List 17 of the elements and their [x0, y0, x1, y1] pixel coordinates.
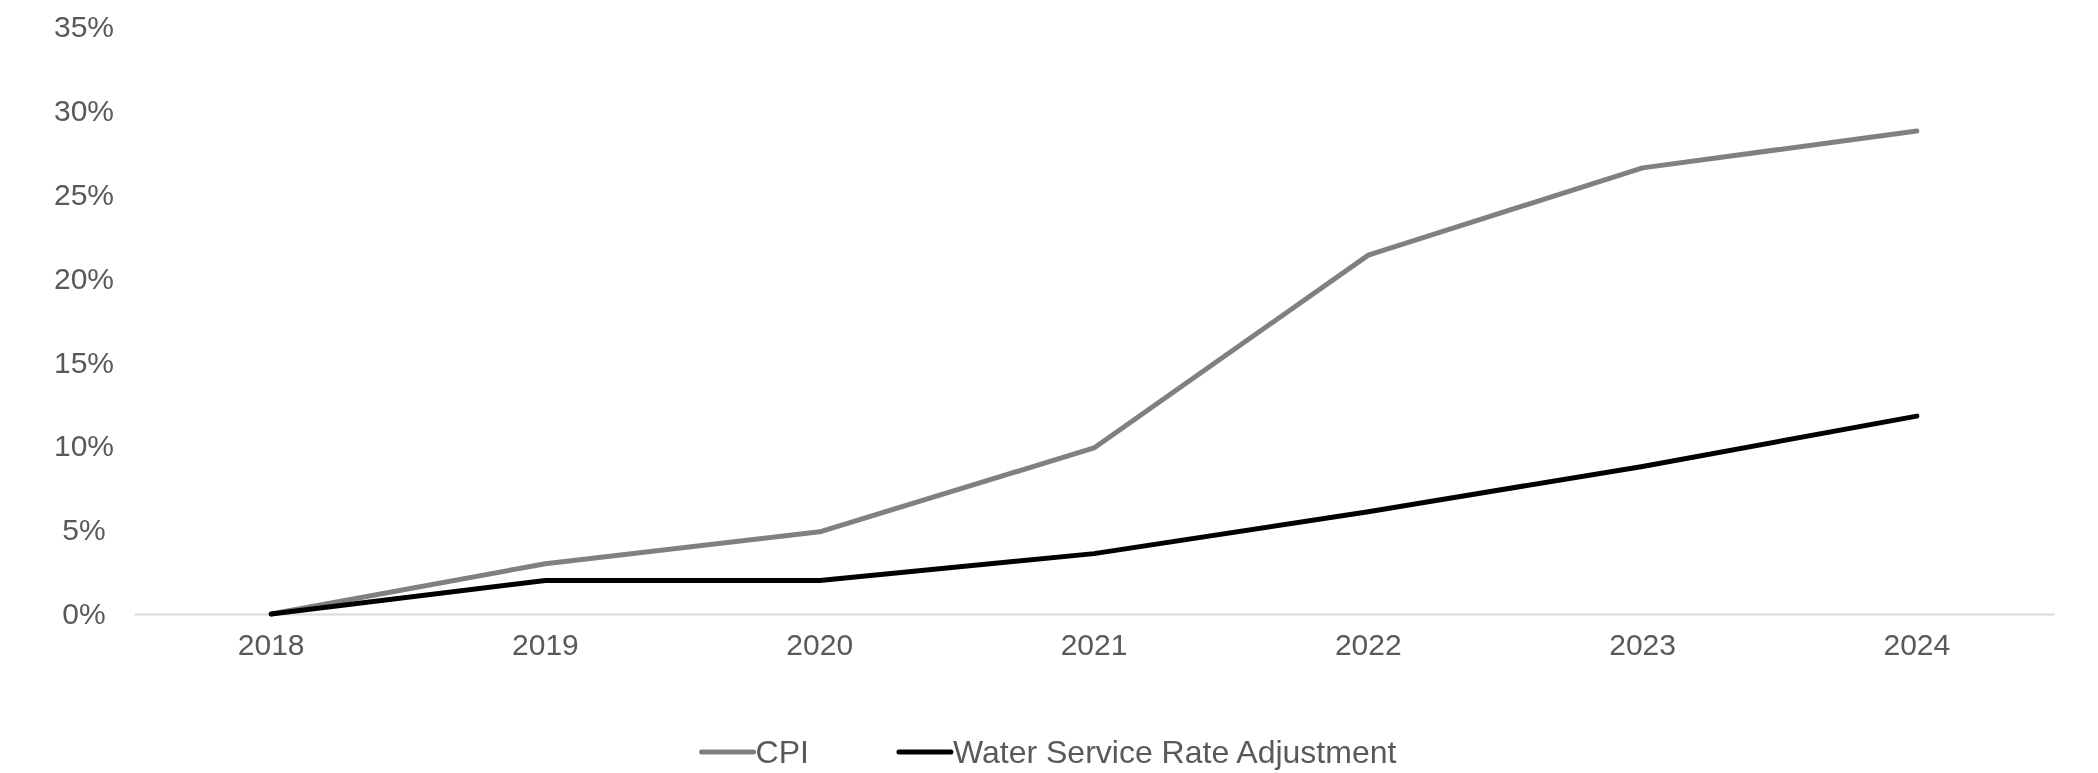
y-tick-label: 35% [53, 10, 115, 44]
y-tick-label: 5% [62, 513, 106, 547]
legend-label: Water Service Rate Adjustment [952, 734, 1397, 770]
y-tick-label: 30% [53, 93, 115, 127]
y-tick-label: 10% [53, 429, 115, 463]
x-tick-label: 2021 [1060, 628, 1128, 662]
x-tick-label: 2019 [512, 628, 579, 662]
x-tick-label: 2018 [237, 628, 305, 662]
y-tick-label: 20% [53, 261, 115, 295]
y-tick-label: 25% [53, 177, 115, 211]
x-tick-label: 2020 [786, 628, 854, 662]
x-tick-label: 2024 [1883, 628, 1951, 662]
legend-label: CPI [755, 734, 809, 770]
x-tick-label: 2022 [1334, 628, 1402, 662]
x-tick-label: 2023 [1609, 628, 1676, 662]
y-tick-label: 15% [53, 345, 115, 379]
y-tick-label: 0% [62, 597, 106, 631]
